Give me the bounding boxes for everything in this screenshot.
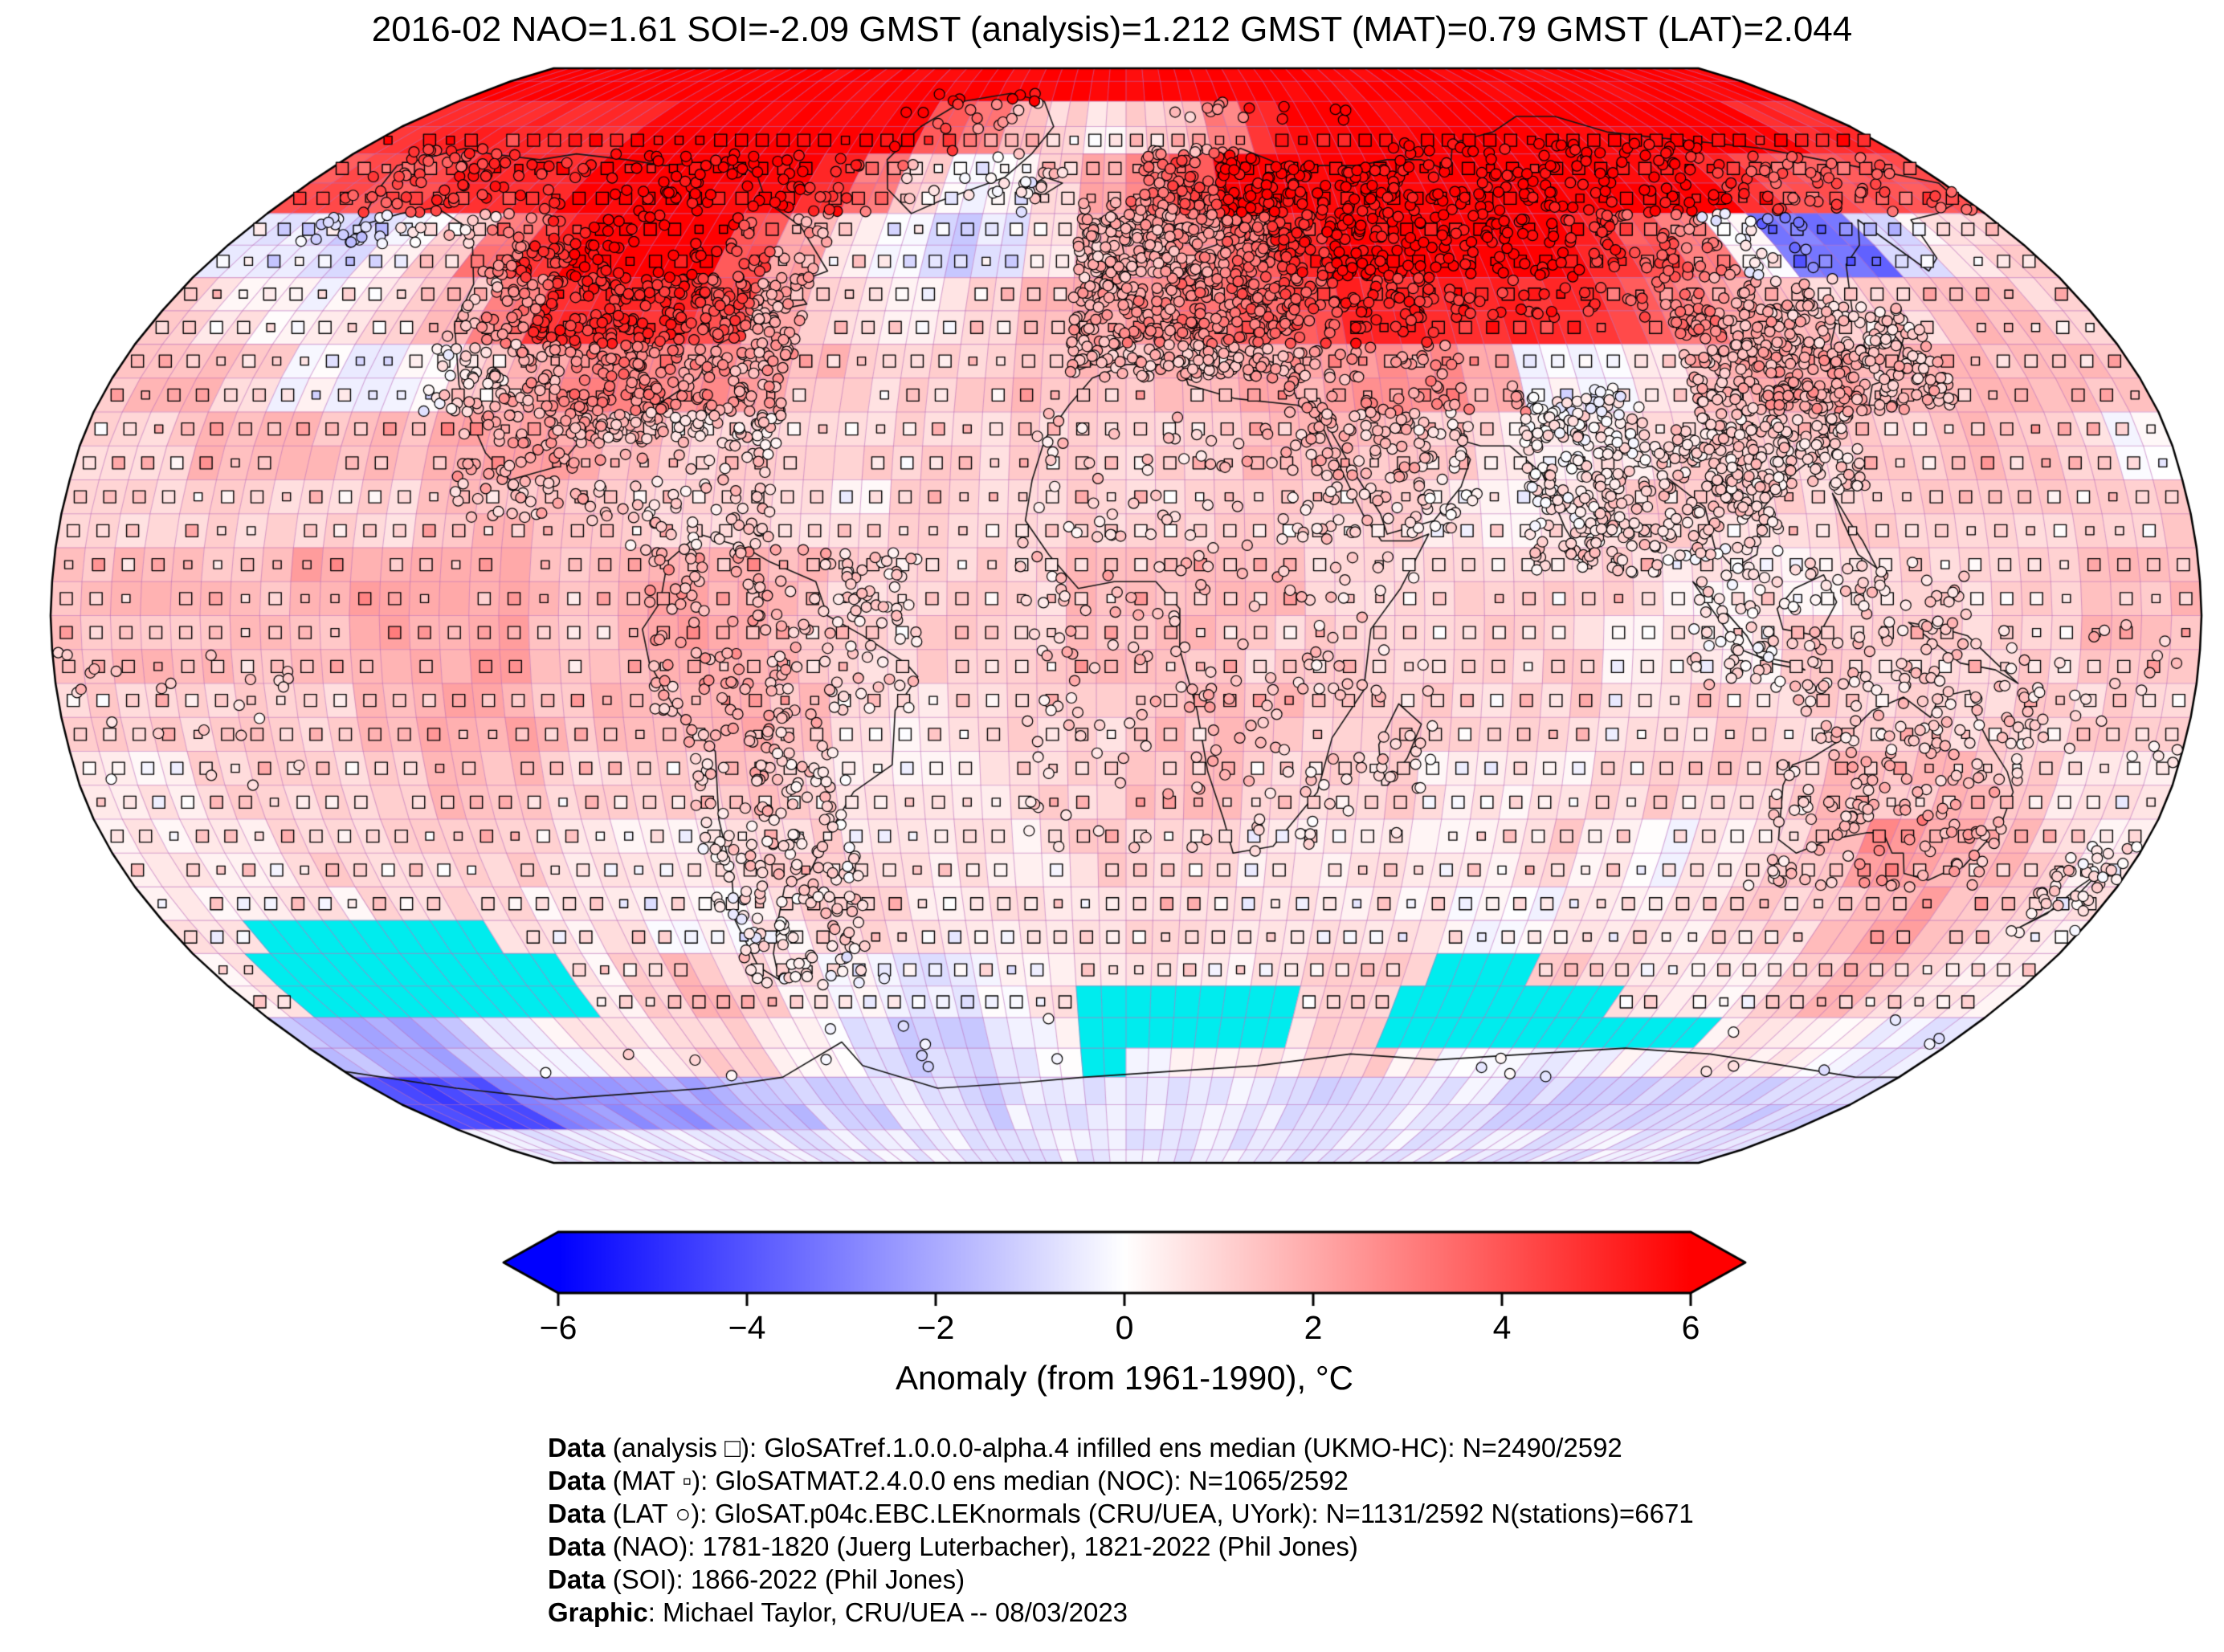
caption-block: Data (analysis □): GloSATref.1.0.0.0-alp… <box>548 1431 1694 1629</box>
caption-line-prefix: Data <box>548 1564 606 1594</box>
caption-line-prefix: Data <box>548 1433 606 1462</box>
caption-line: Data (analysis □): GloSATref.1.0.0.0-alp… <box>548 1431 1694 1464</box>
colorbar-tick-label: 2 <box>1304 1309 1323 1346</box>
caption-line-text: (MAT ▫): GloSATMAT.2.4.0.0 ens median (N… <box>605 1466 1349 1495</box>
caption-line-prefix: Graphic <box>548 1597 648 1627</box>
caption-line: Graphic: Michael Taylor, CRU/UEA -- 08/0… <box>548 1596 1694 1629</box>
caption-line-text: (SOI): 1866-2022 (Phil Jones) <box>605 1564 965 1594</box>
caption-line-text: (NAO): 1781-1820 (Juerg Luterbacher), 18… <box>605 1532 1358 1561</box>
caption-line-prefix: Data <box>548 1466 606 1495</box>
colorbar-tick-label: −2 <box>916 1309 955 1346</box>
page-title: 2016-02 NAO=1.61 SOI=-2.09 GMST (analysi… <box>371 10 1853 49</box>
caption-line: Data (SOI): 1866-2022 (Phil Jones) <box>548 1563 1694 1596</box>
caption-line-text: (LAT ○): GloSAT.p04c.EBC.LEKnormals (CRU… <box>605 1499 1694 1528</box>
colorbar-tick-label: 4 <box>1492 1309 1512 1346</box>
caption-line: Data (NAO): 1781-1820 (Juerg Luterbacher… <box>548 1530 1694 1563</box>
colorbar-tick-label: 0 <box>1115 1309 1134 1346</box>
colorbar-axis-label: Anomaly (from 1961-1990), °C <box>895 1359 1354 1397</box>
caption-line-text: : Michael Taylor, CRU/UEA -- 08/03/2023 <box>647 1597 1128 1627</box>
caption-line-text: (analysis □): GloSATref.1.0.0.0-alpha.4 … <box>605 1433 1622 1462</box>
colorbar-tick-label: 6 <box>1681 1309 1700 1346</box>
caption-line: Data (MAT ▫): GloSATMAT.2.4.0.0 ens medi… <box>548 1464 1694 1497</box>
caption-line: Data (LAT ○): GloSAT.p04c.EBC.LEKnormals… <box>548 1497 1694 1530</box>
colorbar-tick-label: −4 <box>728 1309 766 1346</box>
caption-line-prefix: Data <box>548 1499 606 1528</box>
caption-line-prefix: Data <box>548 1532 606 1561</box>
colorbar-tick-label: −6 <box>539 1309 577 1346</box>
